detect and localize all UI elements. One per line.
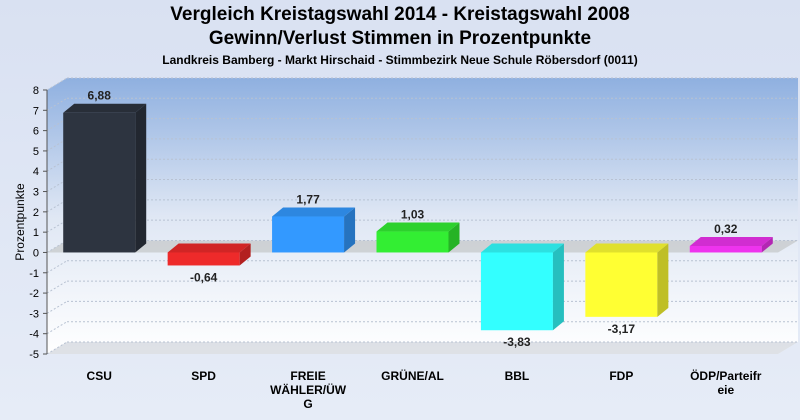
data-label: 1,03 xyxy=(401,208,425,222)
y-tick-label: 6 xyxy=(33,126,39,138)
bar-side xyxy=(344,207,356,253)
x-tick-label: BBL xyxy=(505,369,530,383)
x-tick-label: WÄHLER/ÜW xyxy=(270,382,347,397)
y-tick-label: 1 xyxy=(33,227,39,239)
y-tick-label: -3 xyxy=(29,308,39,320)
bar xyxy=(585,243,669,317)
bar xyxy=(689,236,773,253)
bar-front xyxy=(376,231,449,253)
chart-title: Vergleich Kreistagswahl 2014 - Kreistags… xyxy=(170,4,630,25)
bar-top xyxy=(376,222,460,232)
bar xyxy=(272,207,356,253)
y-axis-label: Prozentpunkte xyxy=(13,183,27,261)
y-tick-label: 3 xyxy=(33,187,39,199)
bar-top xyxy=(272,207,356,217)
x-tick-label: SPD xyxy=(191,369,216,383)
x-tick-label: GRÜNE/AL xyxy=(381,368,444,383)
bar-front xyxy=(167,252,240,266)
plot-floor xyxy=(47,342,798,354)
y-tick-label: -2 xyxy=(29,288,39,300)
bar-front xyxy=(63,112,136,253)
bar xyxy=(376,222,460,253)
y-tick-label: 4 xyxy=(33,166,39,178)
data-label: -3,83 xyxy=(503,335,531,349)
y-tick-label: 2 xyxy=(33,207,39,219)
bar xyxy=(63,103,147,253)
y-tick-label: -1 xyxy=(29,268,39,280)
bar-front xyxy=(272,216,345,253)
chart-subtitle: Gewinn/Verlust Stimmen in Prozentpunkte xyxy=(208,28,592,49)
bar xyxy=(480,243,564,331)
x-tick-label: FREIE xyxy=(290,369,325,383)
bar xyxy=(167,243,251,266)
x-tick-label: ÖDP/Parteifr xyxy=(690,368,762,383)
chart-region-subtitle: Landkreis Bamberg - Markt Hirschaid - St… xyxy=(162,53,638,67)
bar-side xyxy=(761,236,773,253)
y-tick-label: 0 xyxy=(33,247,39,259)
y-tick-label: -5 xyxy=(29,349,39,361)
bar-side xyxy=(239,243,251,266)
y-tick-label: 5 xyxy=(33,146,39,158)
data-label: -0,64 xyxy=(190,270,218,284)
data-label: 6,88 xyxy=(88,89,112,103)
data-label: 0,32 xyxy=(714,222,738,236)
bar-front xyxy=(689,245,762,253)
y-tick-label: 7 xyxy=(33,105,39,117)
x-tick-label: FDP xyxy=(609,369,633,383)
x-tick-label: CSU xyxy=(87,369,112,383)
bar-side xyxy=(135,103,147,253)
x-tick-label: eie xyxy=(717,383,734,397)
bar-top xyxy=(585,243,669,253)
bar-top xyxy=(689,236,773,246)
bar-top xyxy=(167,243,251,253)
bar-side xyxy=(657,243,669,317)
bar-front xyxy=(480,252,553,331)
x-tick-label: G xyxy=(303,397,312,411)
data-label: 1,77 xyxy=(296,193,320,207)
data-label: -3,17 xyxy=(608,322,636,336)
bar-side xyxy=(552,243,564,331)
bar-side xyxy=(448,222,460,253)
y-tick-label: 8 xyxy=(33,85,39,97)
bar-top xyxy=(480,243,564,253)
y-tick-label: -4 xyxy=(29,329,39,341)
bar-top xyxy=(63,103,147,113)
bar-front xyxy=(585,252,658,317)
